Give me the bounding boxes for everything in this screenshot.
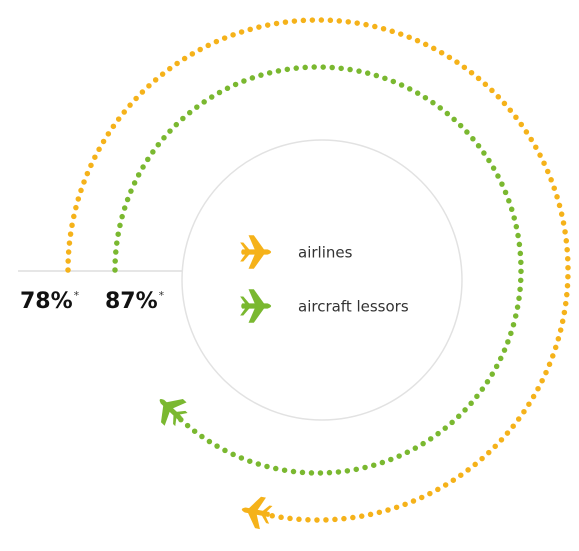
value-label: 87% xyxy=(105,289,158,314)
legend-plane xyxy=(240,235,272,269)
legend-label: aircraft lessors xyxy=(298,298,409,316)
legend-plane xyxy=(240,289,272,323)
plane-icon xyxy=(238,493,274,531)
legend-label: airlines xyxy=(298,244,353,262)
center-circle xyxy=(181,139,463,421)
footnote-marker: * xyxy=(74,289,80,302)
footnote-marker: * xyxy=(159,289,165,302)
value-label: 78% xyxy=(20,289,73,314)
dotted-arc xyxy=(65,17,571,523)
